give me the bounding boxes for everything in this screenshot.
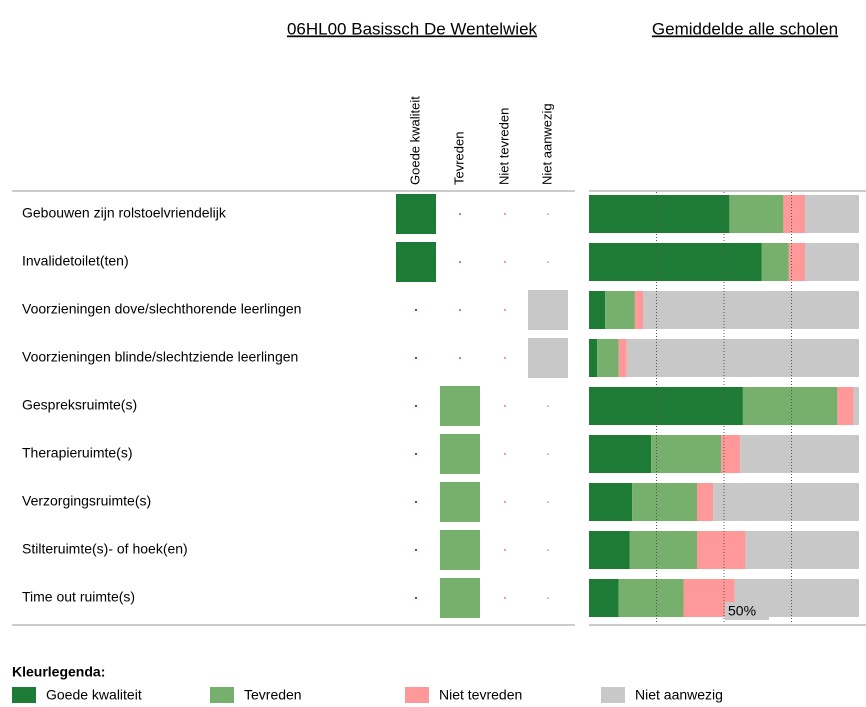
bar-segment <box>589 339 598 377</box>
legend-label: Niet tevreden <box>439 687 522 703</box>
bar-segment <box>805 195 859 233</box>
dot <box>459 357 461 359</box>
school-answer <box>396 242 436 282</box>
bar-segment <box>697 531 746 569</box>
dot <box>504 549 506 551</box>
row-label: Invalidetoilet(ten) <box>22 253 129 269</box>
bar-segment <box>745 531 859 569</box>
row-label: Voorzieningen dove/slechthorende leerlin… <box>22 301 301 317</box>
dot <box>415 405 417 407</box>
bar-segment <box>853 387 859 425</box>
bar-segment <box>643 291 859 329</box>
bar-segment <box>713 483 859 521</box>
bar-segment <box>788 243 805 281</box>
dot <box>547 549 549 551</box>
dot <box>547 501 549 503</box>
bar-segment <box>634 291 643 329</box>
dot <box>459 213 461 215</box>
row-label: Verzorgingsruimte(s) <box>22 493 151 509</box>
dot <box>415 357 417 359</box>
bar-segment <box>589 435 652 473</box>
dot <box>504 597 506 599</box>
dot <box>415 501 417 503</box>
dot <box>415 453 417 455</box>
school-answer <box>440 482 480 522</box>
bar-segment <box>618 339 627 377</box>
school-answer <box>528 338 568 378</box>
dot <box>504 501 506 503</box>
legend-title: Kleurlegenda: <box>12 664 105 680</box>
school-title: 06HL00 Basissch De Wentelwiek <box>287 19 538 38</box>
dot <box>547 213 549 215</box>
school-answer <box>440 578 480 618</box>
bar-segment <box>740 435 859 473</box>
dot <box>459 309 461 311</box>
bar-segment <box>783 195 805 233</box>
dot <box>504 261 506 263</box>
bar-segment <box>632 483 697 521</box>
dot <box>504 453 506 455</box>
bar-segment <box>729 195 784 233</box>
dot <box>459 261 461 263</box>
bar-segment <box>597 339 619 377</box>
legend-label: Goede kwaliteit <box>46 687 142 703</box>
dot <box>504 213 506 215</box>
bar-segment <box>626 339 859 377</box>
bar-segment <box>721 435 741 473</box>
dot <box>547 597 549 599</box>
average-title: Gemiddelde alle scholen <box>652 19 838 38</box>
bar-segment <box>589 195 730 233</box>
x-tick-label: 50% <box>728 603 756 619</box>
column-header: Tevreden <box>451 132 466 185</box>
column-header: Niet aanwezig <box>539 103 554 185</box>
dot <box>547 261 549 263</box>
row-label: Stilteruimte(s)- of hoek(en) <box>22 541 188 557</box>
column-header: Goede kwaliteit <box>407 96 422 185</box>
bar-segment <box>651 435 722 473</box>
bar-segment <box>629 531 697 569</box>
bar-segment <box>589 243 762 281</box>
row-label: Time out ruimte(s) <box>22 589 135 605</box>
bar-segment <box>805 243 859 281</box>
row-label: Gebouwen zijn rolstoelvriendelijk <box>22 205 227 221</box>
tick-label-bg <box>725 602 769 620</box>
bar-segment <box>589 531 630 569</box>
dot <box>504 405 506 407</box>
bar-segment <box>589 387 743 425</box>
school-answer <box>440 530 480 570</box>
school-answer <box>396 194 436 234</box>
school-answer <box>440 386 480 426</box>
legend-label: Tevreden <box>244 687 302 703</box>
row-label: Gespreksruimte(s) <box>22 397 137 413</box>
column-header: Niet tevreden <box>496 108 511 185</box>
row-label: Therapieruimte(s) <box>22 445 132 461</box>
legend-swatch <box>405 687 429 703</box>
dot <box>547 405 549 407</box>
legend-swatch <box>601 687 625 703</box>
bar-segment <box>761 243 789 281</box>
dot <box>504 309 506 311</box>
legend-swatch <box>12 687 36 703</box>
legend-swatch <box>210 687 234 703</box>
bar-segment <box>837 387 854 425</box>
school-answer <box>440 434 480 474</box>
legend-label: Niet aanwezig <box>635 687 723 703</box>
dot <box>547 453 549 455</box>
dot <box>415 309 417 311</box>
bar-segment <box>618 579 684 617</box>
bar-segment <box>605 291 635 329</box>
dot <box>415 549 417 551</box>
bar-segment <box>589 579 619 617</box>
dot <box>504 357 506 359</box>
bar-segment <box>589 483 633 521</box>
dot <box>415 597 417 599</box>
bar-segment <box>697 483 714 521</box>
bar-segment <box>742 387 838 425</box>
row-label: Voorzieningen blinde/slechtziende leerli… <box>22 349 298 365</box>
school-answer <box>528 290 568 330</box>
bar-segment <box>589 291 606 329</box>
